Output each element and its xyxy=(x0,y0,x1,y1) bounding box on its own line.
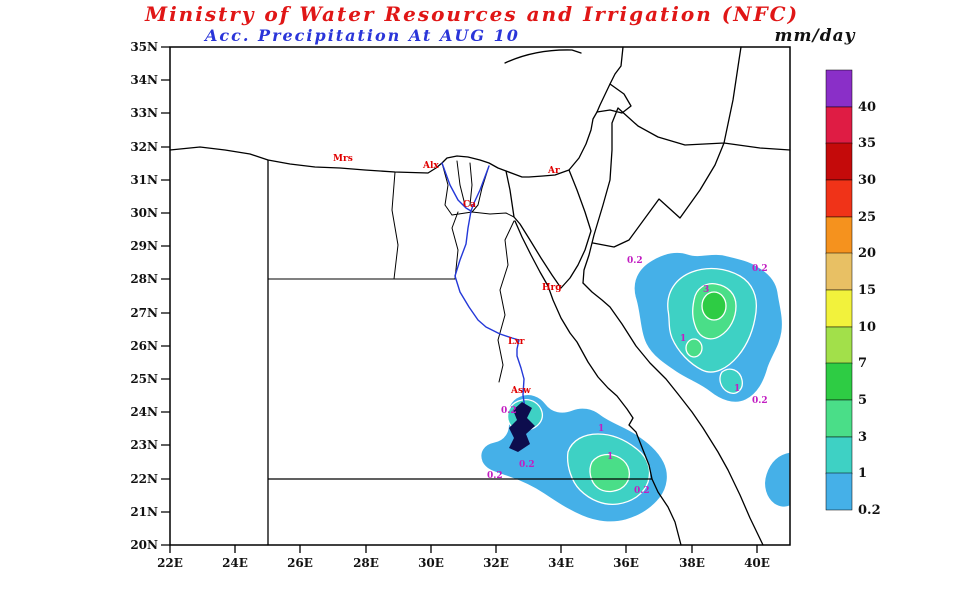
lat-label: 33N xyxy=(130,106,158,120)
colorbar-label: 20 xyxy=(858,246,876,261)
lat-label: 27N xyxy=(130,306,158,320)
contour-value-labels: 0.2 0.2 3 1 1 0.2 0.2 1 0.2 1 0.2 0.2 xyxy=(487,256,768,496)
units-label: mm/day xyxy=(775,26,856,46)
lon-label: 22E xyxy=(157,556,183,570)
lake-nasser xyxy=(509,402,535,452)
lon-label: 36E xyxy=(613,556,639,570)
contour-label: 1 xyxy=(598,424,604,434)
colorbar-label: 35 xyxy=(858,136,876,151)
colorbar-label: 40 xyxy=(858,100,876,115)
station-label: Alx xyxy=(422,161,439,171)
lat-label: 26N xyxy=(130,339,158,353)
colorbar-label: 10 xyxy=(858,320,876,335)
station-label: Ar xyxy=(547,166,560,176)
colorbar-label: 3 xyxy=(858,430,867,445)
contour-label: 1 xyxy=(680,334,686,344)
colorbar-label: 0.2 xyxy=(858,503,881,518)
lat-label: 22N xyxy=(130,472,158,486)
lat-label: 32N xyxy=(130,140,158,154)
colorbar-label: 1 xyxy=(858,466,867,481)
contour-label: 0.2 xyxy=(752,396,768,406)
colorbar-segment xyxy=(825,472,853,511)
contour-label: 0.2 xyxy=(627,256,643,266)
lon-label: 34E xyxy=(548,556,574,570)
lat-axis-labels: 35N 34N 33N 32N 31N 30N 29N 28N 27N 26N … xyxy=(130,40,158,552)
contour-label: 0.2 xyxy=(519,460,535,470)
page-subtitle: Acc. Precipitation At AUG 10 xyxy=(203,26,520,45)
precip-ne-core-5 xyxy=(701,291,727,321)
lat-label: 21N xyxy=(130,505,158,519)
precip-ne-spot-3 xyxy=(685,338,703,358)
colorbar-segment xyxy=(825,216,853,255)
colorbar-label: 25 xyxy=(858,210,876,225)
nile-river xyxy=(441,162,526,415)
colorbar-segment xyxy=(825,106,853,145)
governorate-borders xyxy=(267,160,515,383)
lon-label: 28E xyxy=(353,556,379,570)
lon-ticks xyxy=(169,545,758,553)
station-label: Ca xyxy=(463,200,476,210)
mediterranean-coastline xyxy=(169,46,624,178)
map-frame xyxy=(169,46,791,546)
contour-label: 3 xyxy=(703,285,709,295)
lat-label: 28N xyxy=(130,272,158,286)
lat-ticks xyxy=(161,46,170,546)
colorbar-segment xyxy=(825,289,853,328)
lat-label: 24N xyxy=(130,405,158,419)
contour-label: 0.2 xyxy=(501,406,517,416)
colorbar-label: 5 xyxy=(858,393,867,408)
lon-axis-labels: 22E 24E 26E 28E 30E 32E 34E 36E 38E 40E xyxy=(157,556,770,570)
precip-east-edge-0p2 xyxy=(763,451,791,508)
lat-label: 30N xyxy=(130,206,158,220)
colorbar-segment xyxy=(825,179,853,218)
contour-label: 0.2 xyxy=(487,471,503,481)
station-labels: Mrs Alx Ar Ca Hrg Lxr Asw xyxy=(333,154,562,396)
lon-label: 40E xyxy=(744,556,770,570)
colorbar-label: 30 xyxy=(858,173,876,188)
contour-label: 0.2 xyxy=(634,486,650,496)
lat-label: 29N xyxy=(130,239,158,253)
colorbar-segment xyxy=(825,142,853,181)
station-label: Hrg xyxy=(542,283,562,293)
colorbar-segment xyxy=(825,399,853,438)
colorbar-segment xyxy=(825,252,853,291)
lon-label: 38E xyxy=(679,556,705,570)
red-sea-coastline xyxy=(547,282,764,546)
page-title: Ministry of Water Resources and Irrigati… xyxy=(144,2,799,26)
lat-label: 23N xyxy=(130,438,158,452)
colorbar-label: 7 xyxy=(858,356,867,371)
precip-south-inner-3 xyxy=(589,453,631,493)
lat-label: 25N xyxy=(130,372,158,386)
colorbar-segment xyxy=(825,326,853,365)
station-label: Lxr xyxy=(508,337,525,347)
colorbar-segment xyxy=(825,362,853,401)
colorbar-label: 15 xyxy=(858,283,876,298)
lon-label: 26E xyxy=(287,556,313,570)
lon-label: 30E xyxy=(418,556,444,570)
colorbar-segment xyxy=(825,69,853,108)
lat-label: 35N xyxy=(130,40,158,54)
contour-label: 1 xyxy=(734,384,740,394)
station-label: Asw xyxy=(510,386,531,396)
lat-label: 34N xyxy=(130,73,158,87)
lat-label: 31N xyxy=(130,173,158,187)
contour-label: 1 xyxy=(607,452,613,462)
precip-ne-lobe-1 xyxy=(719,368,743,394)
lon-label: 32E xyxy=(483,556,509,570)
lat-label: 20N xyxy=(130,538,158,552)
colorbar: 40 35 30 25 20 15 10 7 5 3 1 0.2 xyxy=(825,69,881,518)
station-label: Mrs xyxy=(333,154,353,164)
contour-label: 0.2 xyxy=(752,264,768,274)
country-borders xyxy=(267,46,791,546)
colorbar-segment xyxy=(825,436,853,475)
lon-label: 24E xyxy=(222,556,248,570)
